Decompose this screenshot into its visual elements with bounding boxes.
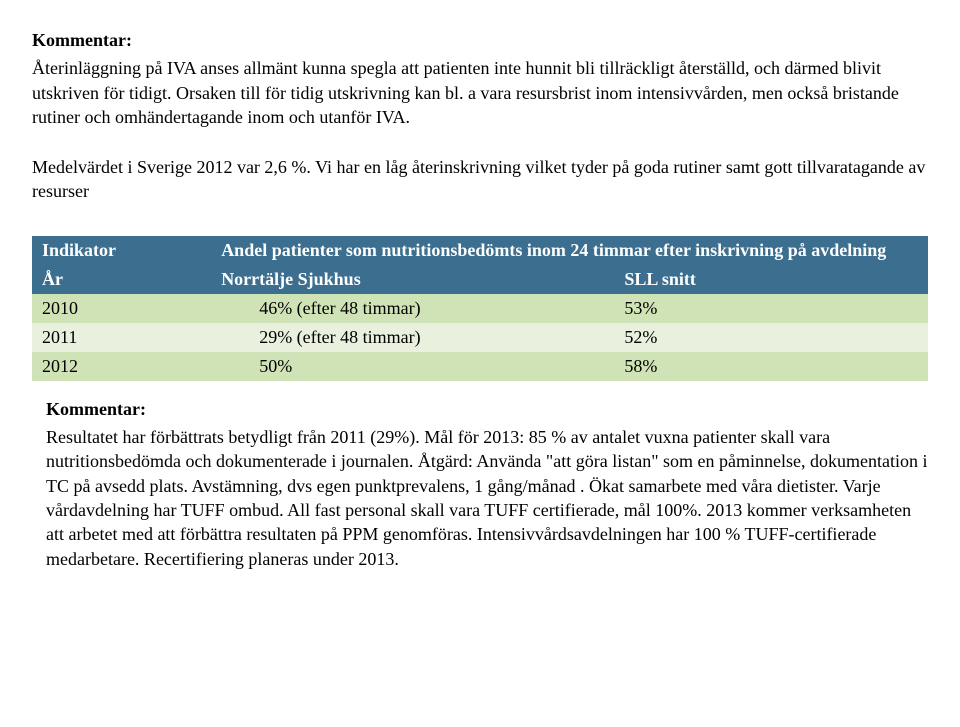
bottom-comment-para: Resultatet har förbättrats betydligt frå… [46, 425, 928, 571]
table-row: 2010 46% (efter 48 timmar) 53% [32, 294, 928, 323]
cell-sll: 53% [614, 294, 928, 323]
cell-ns: 46% (efter 48 timmar) [211, 294, 614, 323]
cell-ns: 50% [211, 352, 614, 381]
col-sll-label: SLL snitt [614, 265, 928, 294]
indikator-label: Indikator [32, 236, 211, 265]
table-row: 2012 50% 58% [32, 352, 928, 381]
table-row: 2011 29% (efter 48 timmar) 52% [32, 323, 928, 352]
bottom-comment-heading: Kommentar: [46, 397, 928, 421]
top-comment-para-1: Återinläggning på IVA anses allmänt kunn… [32, 56, 928, 129]
indikator-value: Andel patienter som nutritionsbedömts in… [211, 236, 928, 265]
cell-ns: 29% (efter 48 timmar) [211, 323, 614, 352]
nutrition-table: Indikator Andel patienter som nutritions… [32, 236, 928, 381]
cell-year: 2011 [32, 323, 211, 352]
cell-year: 2012 [32, 352, 211, 381]
cell-sll: 52% [614, 323, 928, 352]
col-ns-label: Norrtälje Sjukhus [211, 265, 614, 294]
cell-year: 2010 [32, 294, 211, 323]
cell-sll: 58% [614, 352, 928, 381]
col-year-label: År [32, 265, 211, 294]
table-subhead-row: År Norrtälje Sjukhus SLL snitt [32, 265, 928, 294]
table-header-row: Indikator Andel patienter som nutritions… [32, 236, 928, 265]
top-comment-para-2: Medelvärdet i Sverige 2012 var 2,6 %. Vi… [32, 155, 928, 204]
top-comment-heading: Kommentar: [32, 28, 928, 52]
